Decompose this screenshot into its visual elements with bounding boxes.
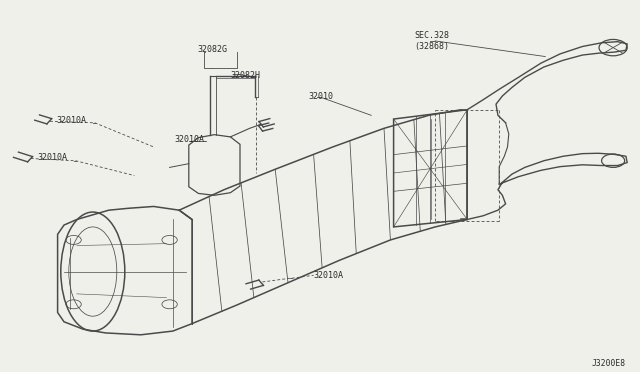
Text: 32010A: 32010A (56, 116, 86, 125)
Text: 32010A: 32010A (174, 135, 204, 144)
Text: 32010A: 32010A (37, 153, 67, 162)
Text: 32082G: 32082G (197, 45, 227, 54)
Text: 32010: 32010 (308, 92, 333, 101)
Text: 32010A: 32010A (314, 271, 344, 280)
Text: 32082H: 32082H (230, 71, 260, 80)
Text: J3200E8: J3200E8 (592, 359, 626, 368)
Text: SEC.328
(32868): SEC.328 (32868) (415, 31, 450, 51)
